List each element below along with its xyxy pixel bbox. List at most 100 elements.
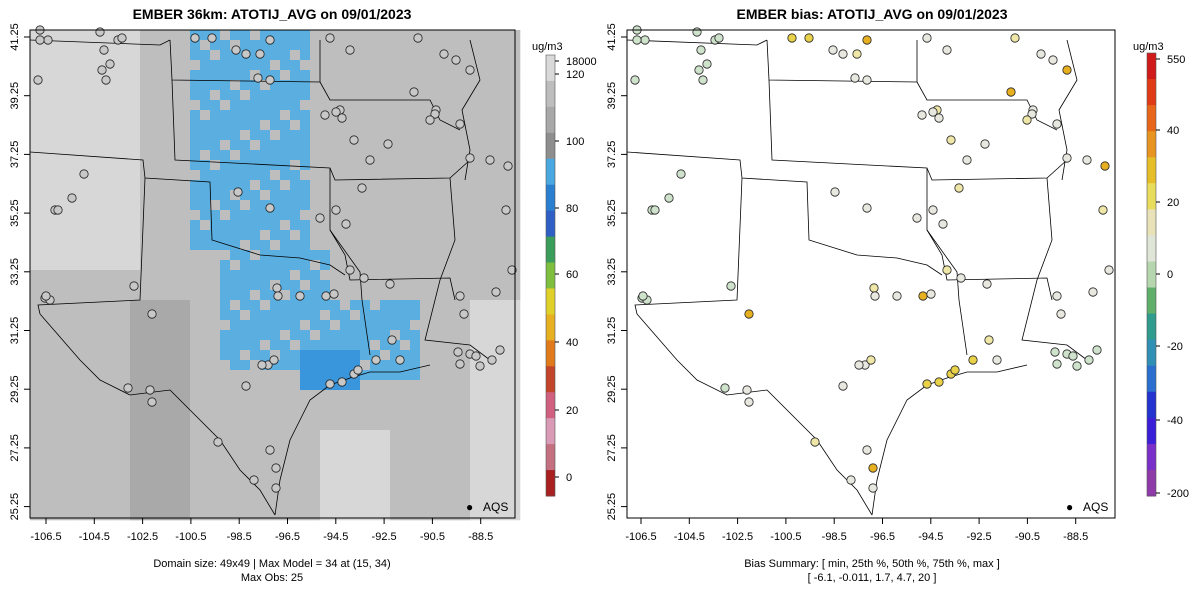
heatmap-cell xyxy=(270,490,281,501)
heatmap-cell xyxy=(370,510,381,521)
heatmap-cell xyxy=(190,150,201,161)
heatmap-cell xyxy=(180,410,191,421)
heatmap-cell xyxy=(420,370,431,381)
heatmap-cell xyxy=(480,140,491,151)
heatmap-cell xyxy=(220,160,231,171)
heatmap-cell xyxy=(30,30,41,41)
heatmap-cell xyxy=(320,230,331,241)
heatmap-cell xyxy=(80,150,91,161)
heatmap-cell xyxy=(370,160,381,171)
heatmap-cell xyxy=(220,380,231,391)
heatmap-cell xyxy=(420,360,431,371)
heatmap-cell xyxy=(490,300,501,311)
heatmap-cell xyxy=(80,210,91,221)
heatmap-cell xyxy=(100,360,111,371)
heatmap-cell xyxy=(370,310,381,321)
heatmap-cell xyxy=(360,260,371,271)
heatmap-cell xyxy=(440,110,451,121)
heatmap-cell xyxy=(50,100,61,111)
heatmap-cell xyxy=(190,160,201,171)
heatmap-cell xyxy=(340,190,351,201)
heatmap-cell xyxy=(440,150,451,161)
heatmap-cell xyxy=(280,370,291,381)
heatmap-cell xyxy=(370,130,381,141)
heatmap-cell xyxy=(130,80,141,91)
colorbar-frame xyxy=(545,54,556,497)
heatmap-cell xyxy=(490,180,501,191)
heatmap-cell xyxy=(80,510,91,521)
heatmap-cell xyxy=(450,270,461,281)
heatmap-cell xyxy=(130,290,141,301)
station-point xyxy=(1072,361,1082,371)
heatmap-cell xyxy=(410,260,421,271)
heatmap-cell xyxy=(40,160,51,171)
heatmap-cell xyxy=(130,150,141,161)
colorbar-segment xyxy=(546,340,555,367)
heatmap-cell xyxy=(220,270,231,281)
heatmap-cell xyxy=(40,390,51,401)
heatmap-cell xyxy=(290,480,301,491)
heatmap-cell xyxy=(450,330,461,341)
heatmap-cell xyxy=(30,200,41,211)
heatmap-cell xyxy=(360,500,371,511)
heatmap-cell xyxy=(150,210,161,221)
heatmap-cell xyxy=(210,230,221,241)
heatmap-cell xyxy=(190,490,201,501)
y-tick-label: 39.25 xyxy=(606,82,618,110)
heatmap-cell xyxy=(210,480,221,491)
heatmap-cell xyxy=(130,180,141,191)
station-point xyxy=(632,35,642,45)
heatmap-cell xyxy=(490,110,501,121)
heatmap-cell xyxy=(90,190,101,201)
heatmap-cell xyxy=(290,190,301,201)
heatmap-cell xyxy=(160,340,171,351)
heatmap-cell xyxy=(500,290,511,301)
heatmap-cell xyxy=(110,290,121,301)
heatmap-cell xyxy=(220,240,231,251)
heatmap-cell xyxy=(390,270,401,281)
station-point xyxy=(694,65,704,75)
heatmap-cell xyxy=(410,510,421,521)
heatmap-cell xyxy=(280,350,291,361)
right-caption-line2: [ -6.1, -0.011, 1.7, 4.7, 20 ] xyxy=(808,572,937,584)
heatmap-cell xyxy=(400,400,411,411)
heatmap-cell xyxy=(490,460,501,471)
heatmap-cell xyxy=(490,410,501,421)
station-point xyxy=(852,49,862,59)
heatmap-cell xyxy=(40,230,51,241)
heatmap-cell xyxy=(370,390,381,401)
heatmap-cell xyxy=(310,250,321,261)
heatmap-cell xyxy=(440,330,451,341)
heatmap-cell xyxy=(490,390,501,401)
heatmap-cell xyxy=(500,370,511,381)
heatmap-cell xyxy=(460,480,471,491)
heatmap-cell xyxy=(300,370,311,381)
station-point xyxy=(365,155,375,165)
heatmap-cell xyxy=(170,400,181,411)
heatmap-cell xyxy=(180,360,191,371)
heatmap-cell xyxy=(220,210,231,221)
heatmap-cell xyxy=(230,170,241,181)
heatmap-cell xyxy=(450,90,461,101)
heatmap-cell xyxy=(110,100,121,111)
heatmap-cell xyxy=(110,190,121,201)
heatmap-cell xyxy=(330,120,341,131)
heatmap-cell xyxy=(70,420,81,431)
heatmap-cell xyxy=(270,40,281,51)
heatmap-cell xyxy=(130,430,141,441)
heatmap-cell xyxy=(290,230,301,241)
heatmap-cell xyxy=(90,220,101,231)
heatmap-cell xyxy=(330,260,341,271)
heatmap-cell xyxy=(210,200,221,211)
heatmap-cell xyxy=(440,160,451,171)
heatmap-cell xyxy=(500,200,511,211)
heatmap-cell xyxy=(250,390,261,401)
heatmap-cell xyxy=(300,360,311,371)
heatmap-cell xyxy=(50,230,61,241)
heatmap-cell xyxy=(40,470,51,481)
station-point xyxy=(922,379,932,389)
heatmap-cell xyxy=(160,420,171,431)
heatmap-cell xyxy=(190,400,201,411)
heatmap-cell xyxy=(350,390,361,401)
heatmap-cell xyxy=(470,300,481,311)
